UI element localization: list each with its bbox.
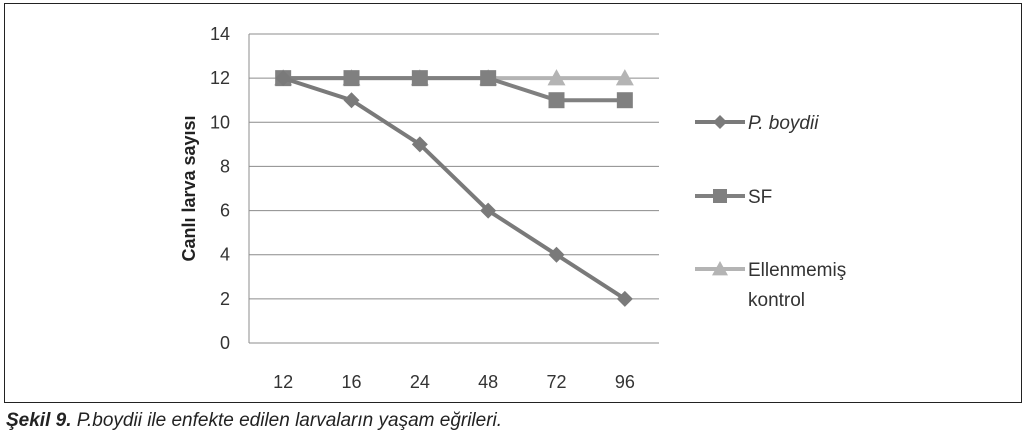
x-tick-label: 72 [546, 372, 566, 392]
data-point [480, 202, 497, 219]
legend-marker [713, 115, 727, 129]
series-line [283, 76, 625, 103]
data-point [480, 70, 497, 87]
y-axis-title: Canlı larva sayısı [179, 115, 199, 261]
legend-marker [713, 189, 727, 203]
chart-frame: 0 2 4 6 8 10 12 14 12 16 24 48 72 96 Canlı larva sayıs… [4, 3, 1022, 403]
data-point [275, 70, 292, 87]
data-point [411, 70, 428, 87]
x-tick-label: 24 [410, 372, 430, 392]
legend-label: SF [748, 187, 772, 208]
y-tick-label: 2 [220, 289, 230, 309]
caption-text: P.boydii ile enfekte edilen larvaların y… [71, 410, 503, 431]
y-tick-label: 10 [210, 112, 230, 132]
series-line [282, 76, 626, 301]
data-point [548, 246, 565, 263]
y-tick-label: 12 [210, 68, 230, 88]
caption-prefix: Şekil 9. [6, 410, 72, 431]
y-tick-label: 6 [220, 201, 230, 221]
legend-marker [712, 261, 728, 276]
data-point [343, 70, 360, 87]
x-tick-label: 12 [273, 372, 293, 392]
data-point [411, 136, 428, 153]
data-point [615, 69, 634, 86]
data-point [616, 290, 633, 307]
data-point [343, 92, 360, 109]
legend-label: Ellenmemiş [748, 260, 846, 281]
y-tick-label: 8 [220, 156, 230, 176]
y-tick-label: 0 [220, 333, 230, 353]
data-point [547, 69, 566, 86]
x-tick-label: 96 [615, 372, 635, 392]
data-point [548, 92, 565, 109]
data-point [616, 92, 633, 109]
legend-label: kontrol [748, 290, 805, 311]
figure-caption: Şekil 9. P.boydii ile enfekte edilen lar… [6, 410, 502, 432]
x-tick-label: 16 [341, 372, 361, 392]
legend-label: P. boydii [748, 113, 819, 134]
x-tick-label: 48 [478, 372, 498, 392]
y-tick-label: 4 [220, 245, 230, 265]
y-tick-label: 14 [210, 24, 230, 44]
